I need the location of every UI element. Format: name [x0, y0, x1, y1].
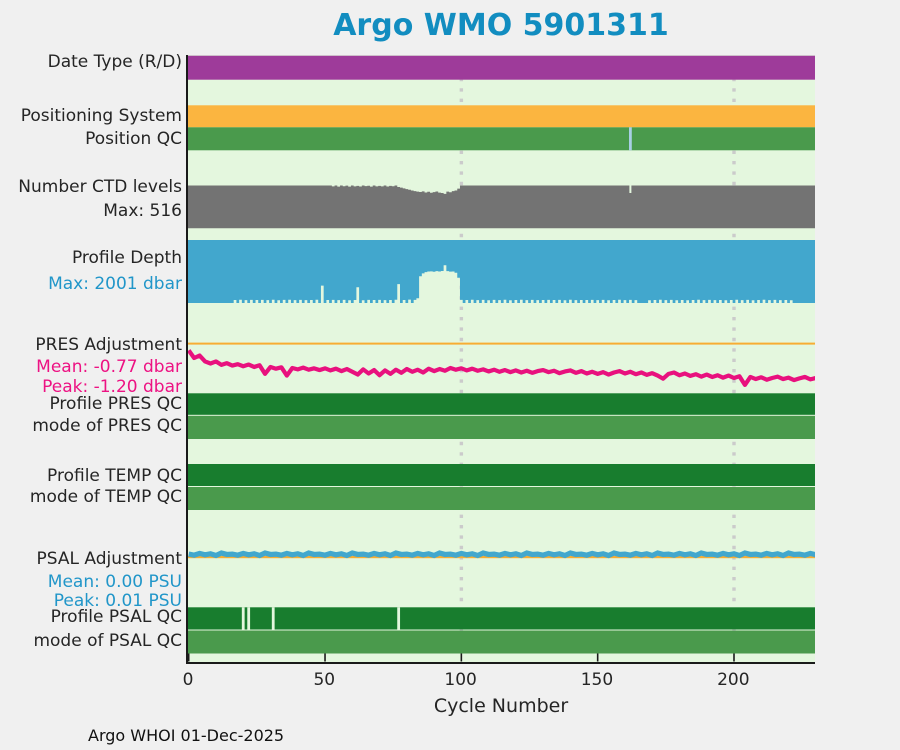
track-label-profile-depth: Profile Depth: [71, 248, 182, 268]
track-label-position-qc: Position QC: [85, 129, 182, 149]
psal-qc-gap: [241, 607, 245, 630]
position-qc-anomaly: [628, 127, 632, 151]
band-mode-temp-qc: [188, 487, 815, 510]
track-label-positioning: Positioning System: [20, 106, 182, 126]
x-tick-label: 200: [717, 670, 750, 690]
page-title: Argo WMO 5901311: [333, 8, 669, 43]
pres-zero-line: [188, 342, 815, 345]
footer-attribution: Argo WHOI 01-Dec-2025: [88, 726, 285, 745]
band-position-qc: [188, 127, 815, 151]
track-label-ctd-levels: Number CTD levels: [18, 177, 182, 197]
track-sublabel-depth-max: Max: 2001 dbar: [48, 274, 182, 294]
psal-qc-gap: [247, 607, 251, 630]
plot-canvas: [188, 55, 815, 662]
track-label-mode-psal-qc: mode of PSAL QC: [33, 631, 182, 651]
x-tick-label: 150: [580, 670, 614, 690]
track-sublabel-pres-peak: Peak: -1.20 dbar: [42, 377, 182, 397]
band-date-type: [188, 55, 815, 80]
psal-qc-gap: [271, 607, 275, 630]
track-label-psal-adj: PSAL Adjustment: [36, 549, 182, 569]
x-tick-label: 100: [444, 670, 477, 690]
track-sublabel-ctd-max: Max: 516: [103, 201, 182, 221]
track-profile-depth: [188, 240, 815, 303]
x-axis-ticks: 0 50 100 150 200: [0, 670, 900, 692]
band-mode-pres-qc: [188, 415, 815, 439]
ctd-notch: [629, 185, 632, 193]
band-mode-psal-qc: [188, 630, 815, 654]
plot-area: [186, 55, 815, 664]
x-axis-title: Cycle Number: [433, 695, 569, 717]
track-label-mode-temp-qc: mode of TEMP QC: [29, 487, 182, 507]
track-sublabel-psal-mean: Mean: 0.00 PSU: [47, 572, 182, 592]
track-label-profile-psal-qc: Profile PSAL QC: [50, 607, 182, 627]
track-sublabel-psal-peak: Peak: 0.01 PSU: [53, 591, 182, 611]
track-label-pres-adj: PRES Adjustment: [35, 335, 182, 355]
track-label-mode-pres-qc: mode of PRES QC: [32, 416, 182, 436]
band-profile-temp-qc: [188, 464, 815, 486]
track-label-date-type: Date Type (R/D): [47, 52, 182, 72]
band-profile-pres-qc: [188, 393, 815, 415]
x-tick-label: 0: [182, 670, 194, 690]
track-ctd-levels: [188, 185, 815, 229]
x-tick-label: 50: [313, 670, 336, 690]
band-positioning-system: [188, 105, 815, 128]
psal-adjustment-line: [188, 550, 815, 559]
psal-qc-gap: [397, 607, 401, 630]
track-label-profile-temp-qc: Profile TEMP QC: [47, 466, 182, 486]
pres-adjustment-line: [188, 349, 815, 387]
track-label-profile-pres-qc: Profile PRES QC: [49, 394, 182, 414]
band-profile-psal-qc: [188, 607, 815, 630]
track-sublabel-pres-mean: Mean: -0.77 dbar: [36, 357, 182, 377]
